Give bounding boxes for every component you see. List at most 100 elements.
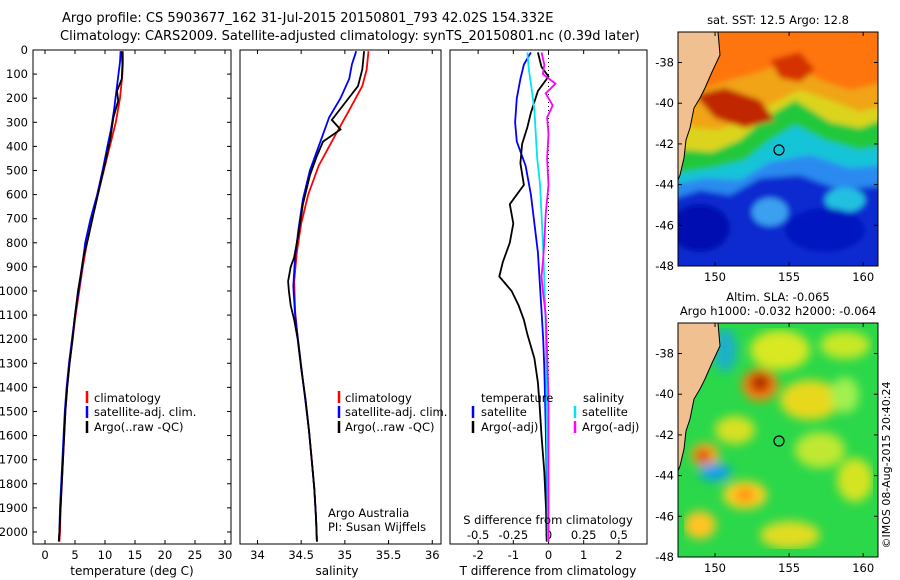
series-line-argo-raw-qc- (57, 51, 124, 542)
x-tick-label: 0 (545, 548, 552, 562)
figure-title-line2: Climatology: CARS2009. Satellite-adjuste… (60, 29, 640, 44)
difference-panel: -2 -1 0 1 2 -0.5 -0.25 0 0.25 0.5 T difference f… (449, 49, 648, 578)
legend-label-climatology: climatology (345, 391, 412, 405)
land-mass (678, 32, 720, 180)
legend-label-t-argo: Argo(-adj) (481, 420, 538, 434)
sst-map-ticks: 150 155 160 -38 -40 -42 -44 -46 -48 (655, 32, 878, 284)
map-y-tick-label: -44 (655, 178, 674, 192)
map-y-tick-label: -42 (655, 428, 674, 442)
map-y-tick-label: -44 (655, 469, 674, 483)
argo-australia-label: Argo Australia (328, 506, 409, 520)
x-tick-label: 34 (250, 548, 265, 562)
salinity-xlabel: salinity (315, 564, 358, 578)
salinity-lines (287, 50, 370, 542)
map-y-tick-label: -40 (655, 387, 674, 401)
coastline (678, 32, 721, 181)
depth-tick-label: 500 (6, 163, 28, 177)
depth-tick-label: 800 (6, 236, 28, 250)
series-line-s-argo-adj- (540, 52, 557, 542)
imos-timestamp: ©IMOS 08-Aug-2015 20:40:24 (880, 382, 893, 549)
salinity-diff-tick-label: -0.5 (467, 528, 489, 542)
depth-tick-label: 2000 (0, 525, 28, 539)
map-x-tick-label: 150 (704, 561, 726, 575)
sla-map-ticks: 150 155 160 -38 -40 -42 -44 -46 -48 (655, 323, 878, 575)
x-tick-label: 35.5 (376, 548, 402, 562)
depth-tick-label: 1000 (0, 284, 28, 298)
sst-map-panel: sat. SST: 12.5 Argo: 12.8 15 (655, 13, 879, 284)
sla-map-frame (677, 322, 879, 558)
depth-tick-label: 1300 (0, 356, 28, 370)
x-tick-label: 20 (158, 548, 173, 562)
depth-tick-label: 1700 (0, 453, 28, 467)
x-tick-label: 35 (338, 548, 353, 562)
map-y-tick-label: -48 (655, 259, 674, 273)
figure-title-line1: Argo profile: CS 5903677_162 31-Jul-2015… (62, 11, 553, 26)
s-difference-label: S difference from climatology (463, 513, 633, 527)
legend-title-temperature: temperature (481, 391, 553, 405)
legend-label-climatology: climatology (94, 391, 161, 405)
salinity-diff-tick-label: 0.5 (610, 528, 628, 542)
map-x-tick-label: 155 (778, 561, 800, 575)
map-y-tick-label: -38 (655, 347, 674, 361)
x-tick-label: 30 (218, 548, 233, 562)
x-tick-label: 10 (98, 548, 113, 562)
x-tick-label: 15 (128, 548, 143, 562)
depth-tick-label: 1800 (0, 477, 28, 491)
depth-tick-label: 1900 (0, 501, 28, 515)
land-mass (678, 323, 720, 471)
legend-label-s-argo: Argo(-adj) (582, 420, 639, 434)
salinity-panel: 34 34.5 35 35.5 36 salinity climatology sate… (239, 49, 447, 578)
x-tick-label: 34.5 (288, 548, 314, 562)
series-line-argo-raw-qc- (287, 51, 365, 542)
x-tick-label: -1 (508, 548, 519, 562)
legend-label-satellite: satellite-adj. clim. (345, 405, 447, 419)
legend-label-t-satellite: satellite (481, 405, 527, 419)
salinity-axes-frame (239, 49, 442, 545)
map-y-tick-label: -46 (655, 218, 674, 232)
sla-map-title-line1: Altim. SLA: -0.065 (726, 290, 830, 304)
x-tick-label: -2 (472, 548, 483, 562)
map-x-tick-label: 160 (852, 270, 874, 284)
depth-tick-label: 0 (21, 43, 28, 57)
series-line-s-satellite (526, 52, 549, 542)
salinity-x-ticks: 34 34.5 35 35.5 36 (250, 50, 440, 562)
depth-tick-label: 1500 (0, 404, 28, 418)
legend-label-satellite: satellite-adj. clim. (94, 405, 196, 419)
map-x-tick-label: 155 (778, 270, 800, 284)
sst-map-title: sat. SST: 12.5 Argo: 12.8 (707, 13, 849, 27)
temperature-lines (57, 51, 124, 542)
map-y-tick-label: -46 (655, 509, 674, 523)
depth-tick-label: 400 (6, 139, 28, 153)
map-x-tick-label: 160 (852, 561, 874, 575)
depth-tick-label: 600 (6, 188, 28, 202)
difference-legend: temperature salinity satellite Argo(-adj… (471, 391, 639, 434)
sst-map-frame (677, 31, 879, 267)
x-tick-label: 5 (71, 548, 78, 562)
salinity-legend: climatology satellite-adj. clim. Argo(..… (337, 391, 447, 434)
salinity-diff-tick-label: -0.25 (498, 528, 528, 542)
sla-map-panel: Altim. SLA: -0.065 Argo h1000: -0.032 h2… (655, 290, 879, 575)
sst-map-image (678, 32, 878, 266)
series-line-t-argo-adj- (498, 52, 550, 542)
difference-lines (498, 51, 557, 542)
x-tick-label: 2 (615, 548, 622, 562)
salinity-diff-tick-label: 0.25 (571, 528, 597, 542)
x-tick-label: 1 (580, 548, 587, 562)
coastline (678, 323, 721, 472)
legend-label-argo: Argo(..raw -QC) (94, 420, 184, 434)
x-tick-label: 0 (41, 548, 48, 562)
depth-tick-label: 700 (6, 212, 28, 226)
temperature-xlabel: temperature (deg C) (70, 564, 193, 578)
map-y-tick-label: -48 (655, 550, 674, 564)
temperature-panel: 0100200300400500600700800900100011001200… (0, 43, 647, 578)
map-x-tick-label: 150 (704, 270, 726, 284)
depth-tick-label: 200 (6, 91, 28, 105)
legend-label-s-satellite: satellite (582, 405, 628, 419)
pi-label: PI: Susan Wijffels (328, 520, 426, 534)
depth-tick-label: 100 (6, 67, 28, 81)
map-y-tick-label: -38 (655, 56, 674, 70)
temperature-x-ticks: 0 5 10 15 20 25 30 (41, 50, 232, 562)
argo-float-marker (773, 435, 785, 447)
series-line-t-satellite (514, 51, 548, 542)
